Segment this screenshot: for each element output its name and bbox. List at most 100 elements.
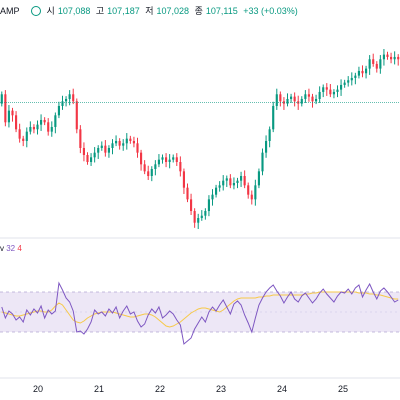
candle — [232, 177, 235, 190]
candle — [354, 72, 357, 85]
candle-body — [147, 171, 150, 177]
rsi-lines — [1, 281, 399, 345]
candle-body — [32, 126, 35, 130]
candle-body — [390, 56, 393, 60]
candle-body — [79, 129, 82, 148]
candle-body — [132, 140, 135, 144]
candle — [325, 83, 328, 96]
candle — [168, 154, 171, 169]
candle — [143, 160, 146, 175]
candle-body — [86, 154, 89, 162]
candle — [365, 65, 368, 79]
candle-body — [75, 101, 78, 130]
candle — [275, 88, 278, 110]
candle-body — [186, 187, 189, 200]
candle-body — [250, 194, 253, 200]
candle-body — [393, 56, 396, 60]
rsi-legend[interactable]: v 32 4 — [0, 244, 22, 253]
candle — [136, 137, 139, 158]
candle-body — [182, 171, 185, 188]
candle-body — [293, 96, 296, 102]
candle-body — [243, 176, 246, 186]
candle — [190, 193, 193, 215]
candle — [311, 93, 314, 108]
x-tick-label: 20 — [33, 384, 43, 394]
candle-body — [43, 119, 46, 123]
open-label: 시 — [46, 6, 55, 16]
candle-body — [236, 180, 239, 184]
candle — [4, 90, 7, 127]
candle — [279, 91, 282, 107]
candle — [68, 90, 71, 106]
candle — [247, 182, 250, 199]
candle — [307, 88, 310, 102]
candle — [193, 208, 196, 228]
candle-body — [336, 89, 339, 92]
candle — [240, 171, 243, 187]
candle-body — [25, 131, 28, 141]
candle — [336, 85, 339, 98]
candle-body — [125, 138, 128, 144]
candle-body — [315, 98, 318, 102]
candle — [97, 145, 100, 159]
candle-body — [115, 140, 118, 144]
candle-body — [36, 124, 39, 130]
candle — [115, 135, 118, 147]
rsi-value: 32 — [6, 244, 16, 253]
candle-body — [368, 59, 371, 69]
candle-body — [397, 56, 400, 60]
candle-body — [118, 140, 121, 146]
candle-body — [382, 54, 385, 60]
visibility-dot-icon[interactable] — [31, 5, 42, 16]
candle-body — [150, 169, 153, 177]
candle — [122, 139, 125, 151]
low-value: 107,028 — [156, 6, 190, 16]
candle — [265, 135, 268, 158]
symbol-label[interactable]: AMP — [0, 6, 20, 16]
candle-body — [215, 187, 218, 195]
candle — [329, 84, 332, 98]
candle — [218, 181, 221, 192]
candle — [200, 210, 203, 221]
candle-body — [161, 157, 164, 160]
rsi-band — [0, 291, 400, 333]
candle — [382, 49, 385, 66]
candle-body — [61, 101, 64, 106]
candle-body — [357, 70, 360, 76]
candle — [47, 118, 50, 136]
candle-body — [107, 147, 110, 153]
candle-body — [154, 164, 157, 169]
candle — [36, 120, 39, 135]
high-value: 107,187 — [107, 6, 140, 16]
candle — [22, 135, 25, 147]
candle-body — [47, 122, 50, 132]
candle — [54, 112, 57, 134]
candle — [361, 65, 364, 78]
candle — [82, 142, 85, 162]
candle-body — [54, 115, 57, 127]
candle-body — [272, 105, 275, 130]
candle — [57, 101, 60, 119]
candle — [297, 95, 300, 110]
candle-body — [204, 211, 207, 216]
candle — [211, 189, 214, 206]
candle-body — [93, 152, 96, 158]
close-value: 107,115 — [205, 6, 238, 16]
candle-body — [311, 96, 314, 102]
candle-body — [140, 152, 143, 165]
candle — [40, 114, 43, 131]
candle — [243, 170, 246, 189]
candle — [29, 121, 32, 135]
candles — [0, 49, 400, 229]
candle — [197, 213, 200, 229]
candle — [257, 168, 260, 189]
candle — [118, 138, 121, 150]
candle-body — [143, 164, 146, 172]
candle — [222, 175, 225, 191]
candle — [250, 190, 253, 205]
candle — [50, 121, 53, 137]
candle-body — [57, 105, 60, 116]
candle — [179, 156, 182, 177]
candle — [204, 208, 207, 220]
